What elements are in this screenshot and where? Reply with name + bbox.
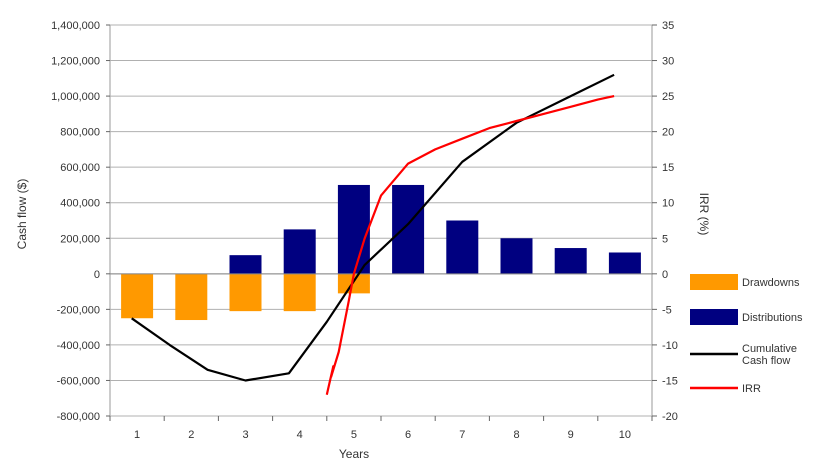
- legend-swatch-distributions: [690, 309, 738, 325]
- y-left-tick-label: 600,000: [60, 162, 100, 174]
- x-tick-label: 8: [513, 429, 519, 441]
- distributions-bar: [608, 252, 641, 274]
- distributions-bar: [283, 229, 316, 274]
- x-tick-label: 7: [459, 429, 465, 441]
- y-right-tick-label: 10: [662, 198, 674, 210]
- distributions-bar: [229, 255, 262, 274]
- x-axis-title: Years: [339, 447, 369, 461]
- y-left-tick-label: 1,200,000: [51, 56, 100, 68]
- y-right-tick-label: 0: [662, 269, 668, 281]
- legend-label-drawdowns: Drawdowns: [742, 277, 800, 289]
- grid-layer: [109, 24, 653, 417]
- y-right-tick-label: -15: [662, 375, 678, 387]
- distributions-bar: [337, 184, 370, 274]
- distributions-bar: [500, 238, 533, 274]
- y-left-tick-label: -400,000: [57, 340, 100, 352]
- line-layer: [131, 73, 615, 395]
- x-tick-label: 6: [405, 429, 411, 441]
- x-tick-label: 3: [242, 429, 248, 441]
- drawdowns-bar: [283, 273, 316, 312]
- y-left-tick-label: 800,000: [60, 127, 100, 139]
- distributions-bar: [554, 248, 587, 274]
- bar-layer: [121, 184, 641, 321]
- y-axis-left-title: Cash flow ($): [15, 179, 29, 250]
- x-tick-label: 9: [568, 429, 574, 441]
- x-tick-label: 10: [619, 429, 631, 441]
- axis-layer: 1,400,000 1,200,000 1,000,000 800,000 600,00…: [51, 20, 678, 441]
- distributions-bar: [392, 184, 425, 274]
- y-left-tick-label: 400,000: [60, 198, 100, 210]
- y-left-tick-label: 0: [94, 269, 100, 281]
- y-right-tick-label: -20: [662, 411, 678, 423]
- x-tick-label: 1: [134, 429, 140, 441]
- drawdowns-bar: [121, 273, 154, 319]
- x-tick-label: 4: [297, 429, 303, 441]
- y-right-tick-label: 30: [662, 56, 674, 68]
- drawdowns-bar: [229, 273, 262, 312]
- plot-area: [109, 24, 653, 417]
- legend-swatch-drawdowns: [690, 274, 738, 290]
- legend-label-cumulative-cash-flow: Cumulative: [742, 343, 797, 355]
- drawdowns-bar: [337, 273, 370, 294]
- distributions-bar: [446, 220, 479, 274]
- y-left-tick-label: -800,000: [57, 411, 100, 423]
- irr-line: [325, 95, 615, 395]
- legend-label-distributions: Distributions: [742, 312, 803, 324]
- y-left-tick-label: -600,000: [57, 375, 100, 387]
- y-left-tick-label: 1,000,000: [51, 91, 100, 103]
- y-right-tick-label: 35: [662, 20, 674, 32]
- legend-label-irr: IRR: [742, 383, 761, 395]
- y-right-tick-label: 25: [662, 91, 674, 103]
- y-left-tick-label: 200,000: [60, 233, 100, 245]
- x-tick-label: 5: [351, 429, 357, 441]
- drawdowns-bar: [175, 273, 208, 321]
- y-axis-right-title: IRR (%): [697, 193, 711, 236]
- y-right-tick-label: -5: [662, 304, 672, 316]
- y-left-tick-label: -200,000: [57, 304, 100, 316]
- y-right-tick-label: 15: [662, 162, 674, 174]
- y-right-tick-label: 5: [662, 233, 668, 245]
- y-right-tick-label: -10: [662, 340, 678, 352]
- x-tick-label: 2: [188, 429, 194, 441]
- legend-label-cumulative-cash-flow: Cash flow: [742, 355, 790, 367]
- y-right-tick-label: 20: [662, 127, 674, 139]
- y-left-tick-label: 1,400,000: [51, 20, 100, 32]
